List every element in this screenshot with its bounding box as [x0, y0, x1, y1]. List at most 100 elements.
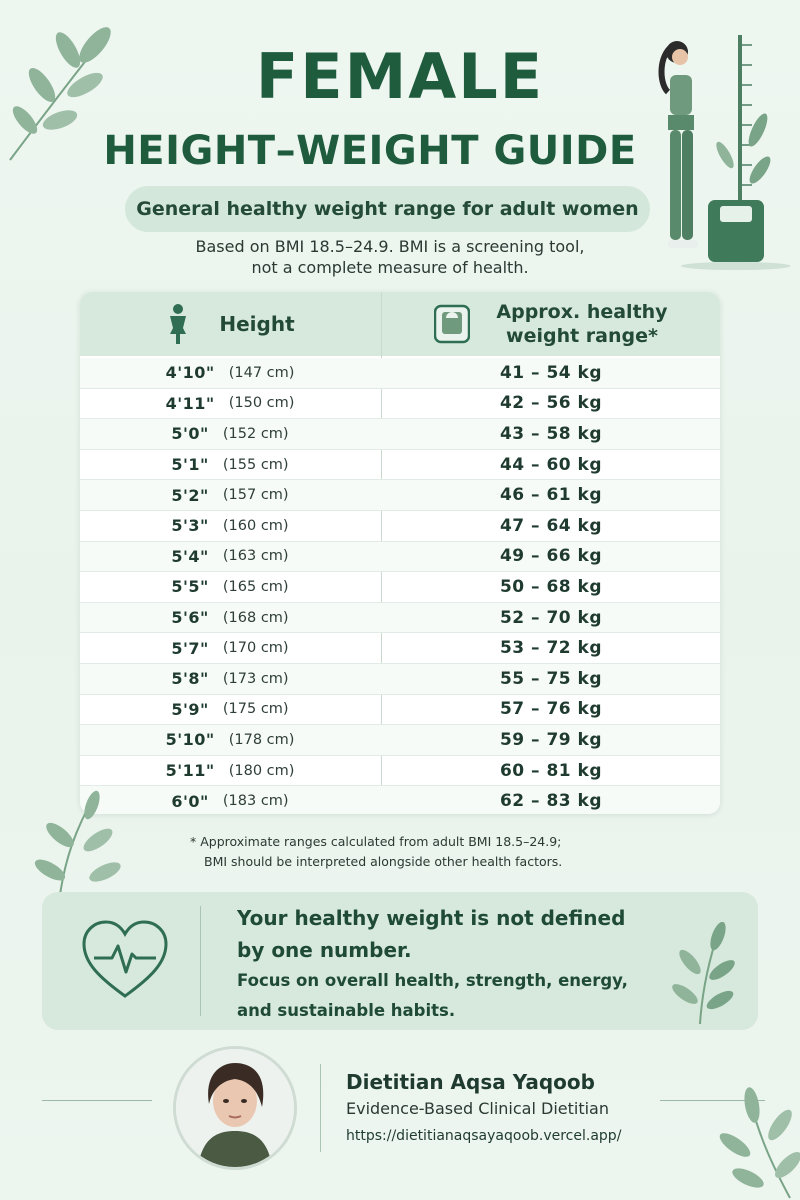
- author-divider-vertical: [320, 1064, 321, 1152]
- table-row: 5'4" (163 cm) 49 – 66 kg: [80, 541, 720, 573]
- table-row: 4'10" (147 cm) 41 – 54 kg: [80, 358, 720, 389]
- weight-range: 42 – 56 kg: [499, 393, 603, 414]
- height-ft: 5'4": [171, 546, 209, 566]
- table-row: 6'0" (183 cm) 62 – 83 kg: [80, 786, 720, 814]
- height-cm: (183 cm): [222, 793, 289, 810]
- height-cm: (155 cm): [222, 456, 289, 473]
- weight-range: 53 – 72 kg: [499, 638, 603, 659]
- footnote-line1: * Approximate ranges calculated from adu…: [190, 834, 562, 849]
- author-avatar: [173, 1046, 297, 1170]
- height-weight-table: Height Approx. healthy weight range* 4'1…: [80, 292, 720, 814]
- height-ft: 5'0": [171, 424, 209, 444]
- table-row: 5'5" (165 cm) 50 – 68 kg: [80, 572, 720, 603]
- author-role: Evidence-Based Clinical Dietitian: [346, 1099, 609, 1118]
- author-url-link[interactable]: https://dietitianaqsayaqoob.vercel.app/: [346, 1128, 622, 1144]
- weight-range: 62 – 83 kg: [499, 791, 603, 812]
- height-ft: 5'1": [171, 455, 209, 475]
- weight-range: 46 – 61 kg: [499, 485, 603, 506]
- footnote-line2: BMI should be interpreted alongside othe…: [204, 854, 563, 869]
- height-ft: 4'11": [165, 393, 215, 413]
- height-cm: (178 cm): [228, 731, 295, 748]
- header-weight-line1: Approx. healthy: [496, 301, 668, 323]
- height-cm: (160 cm): [222, 517, 289, 534]
- woman-measuring-illustration: [658, 35, 790, 270]
- weight-range: 43 – 58 kg: [499, 423, 603, 444]
- author-name: Dietitian Aqsa Yaqoob: [346, 1070, 595, 1094]
- height-cm: (150 cm): [228, 395, 295, 412]
- weight-range: 59 – 79 kg: [499, 729, 603, 750]
- height-cm: (168 cm): [222, 609, 289, 626]
- height-ft: 5'5": [171, 577, 209, 597]
- height-ft: 5'7": [171, 638, 209, 658]
- weight-range: 55 – 75 kg: [499, 668, 603, 689]
- table-row: 4'11" (150 cm) 42 – 56 kg: [80, 389, 720, 420]
- table-row: 5'6" (168 cm) 52 – 70 kg: [80, 602, 720, 634]
- height-cm: (157 cm): [222, 487, 289, 504]
- height-cm: (163 cm): [222, 548, 289, 565]
- table-header: Height Approx. healthy weight range*: [80, 292, 720, 356]
- weight-range: 60 – 81 kg: [499, 760, 603, 781]
- message-card: Your healthy weight is not defined by on…: [42, 892, 758, 1030]
- weight-range: 41 – 54 kg: [499, 362, 603, 383]
- table-body: 4'10" (147 cm) 41 – 54 kg 4'11" (150 cm) 42 …: [80, 358, 720, 814]
- table-row: 5'7" (170 cm) 53 – 72 kg: [80, 633, 720, 664]
- height-ft: 5'9": [171, 699, 209, 719]
- height-ft: 6'0": [171, 791, 209, 811]
- bmi-note-line1: Based on BMI 18.5–24.9. BMI is a screeni…: [195, 237, 585, 256]
- weight-range: 57 – 76 kg: [499, 699, 603, 720]
- height-cm: (180 cm): [228, 762, 295, 779]
- message-body-line2: and sustainable habits.: [237, 1001, 456, 1020]
- height-ft: 5'11": [165, 761, 215, 781]
- weight-range: 50 – 68 kg: [499, 576, 603, 597]
- bmi-note-line2: not a complete measure of health.: [251, 258, 529, 277]
- author-divider-left: [42, 1100, 152, 1101]
- message-divider: [200, 906, 201, 1016]
- weight-range: 44 – 60 kg: [499, 454, 603, 475]
- height-cm: (165 cm): [222, 578, 289, 595]
- message-heading-line2: by one number.: [237, 938, 412, 962]
- subtitle-text: General healthy weight range for adult w…: [136, 198, 639, 220]
- table-row: 5'9" (175 cm) 57 – 76 kg: [80, 695, 720, 726]
- leaf-branch-middle-left: [34, 790, 121, 896]
- header-height-label: Height: [219, 312, 295, 336]
- height-cm: (147 cm): [228, 364, 295, 381]
- height-cm: (175 cm): [222, 701, 289, 718]
- woman-icon: [170, 304, 187, 344]
- header-weight-label: Approx. healthy weight range*: [496, 300, 667, 348]
- table-row: 5'11" (180 cm) 60 – 81 kg: [80, 756, 720, 787]
- weight-range: 49 – 66 kg: [499, 546, 603, 567]
- message-heading-line1: Your healthy weight is not defined: [237, 906, 626, 930]
- table-row: 5'2" (157 cm) 46 – 61 kg: [80, 480, 720, 511]
- header-weight-line2: weight range*: [506, 325, 658, 347]
- height-ft: 4'10": [165, 363, 215, 383]
- height-ft: 5'6": [171, 608, 209, 628]
- table-row: 5'0" (152 cm) 43 – 58 kg: [80, 419, 720, 450]
- message-body: Focus on overall health, strength, energ…: [237, 966, 628, 1026]
- weight-range: 52 – 70 kg: [499, 607, 603, 628]
- table-row: 5'10" (178 cm) 59 – 79 kg: [80, 725, 720, 756]
- height-ft: 5'2": [171, 485, 209, 505]
- height-ft: 5'3": [171, 516, 209, 536]
- footnote: * Approximate ranges calculated from adu…: [190, 832, 650, 872]
- bmi-note: Based on BMI 18.5–24.9. BMI is a screeni…: [120, 236, 660, 278]
- table-row: 5'8" (173 cm) 55 – 75 kg: [80, 663, 720, 695]
- page-title-line2: HEIGHT–WEIGHT GUIDE: [103, 128, 637, 174]
- leaf-branch-card-right: [672, 922, 735, 1025]
- height-cm: (170 cm): [222, 640, 289, 657]
- height-cm: (152 cm): [222, 425, 289, 442]
- heart-pulse-icon: [82, 920, 168, 998]
- leaf-branch-top-left: [9, 27, 111, 161]
- author-portrait-icon: [176, 1049, 294, 1167]
- table-row: 5'1" (155 cm) 44 – 60 kg: [80, 450, 720, 481]
- header-height: Height: [80, 292, 380, 356]
- scale-icon: [434, 304, 471, 344]
- message-heading: Your healthy weight is not defined by on…: [237, 902, 625, 966]
- message-body-line1: Focus on overall health, strength, energ…: [237, 971, 628, 990]
- header-weight: Approx. healthy weight range*: [382, 292, 720, 356]
- height-ft: 5'10": [165, 730, 215, 750]
- page-title-line1: FEMALE: [255, 40, 545, 113]
- author-divider-right: [660, 1100, 765, 1101]
- height-ft: 5'8": [171, 669, 209, 689]
- weight-range: 47 – 64 kg: [499, 515, 603, 536]
- leaf-branch-bottom-right: [719, 1087, 800, 1199]
